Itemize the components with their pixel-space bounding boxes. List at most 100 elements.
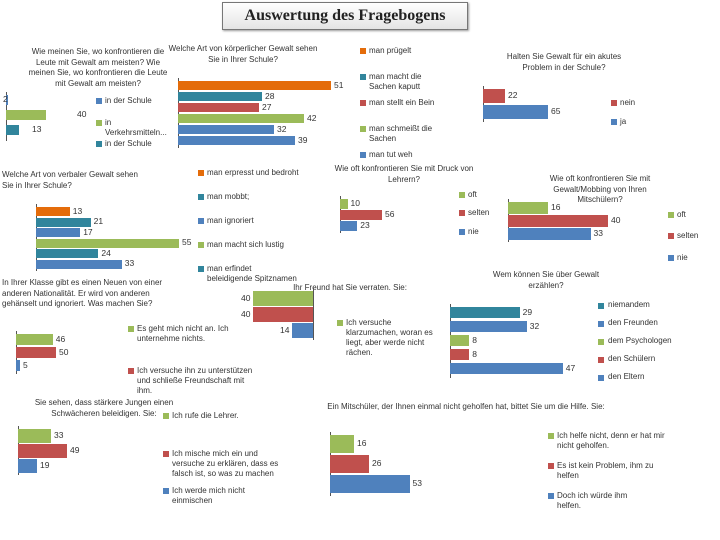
c2-legend-label-1: man macht die Sachen kaputt xyxy=(369,72,422,91)
c5-value-label-2: 23 xyxy=(360,220,370,230)
c2-bar-3 xyxy=(178,114,304,123)
c4-bar-1 xyxy=(36,217,91,227)
c4-value-label-3: 55 xyxy=(182,237,192,247)
c6-legend-swatch-0 xyxy=(668,212,674,218)
c5-bar-1 xyxy=(340,210,382,220)
c1-bar-2 xyxy=(6,125,19,135)
c2-legend-swatch-1 xyxy=(360,74,366,80)
c10-legend-label-1: Ich mische mich ein und versuche zu erkl… xyxy=(172,449,279,478)
c4-legend-label-1: man mobbt; xyxy=(207,192,250,201)
c4-value-label-2: 17 xyxy=(83,226,93,237)
c7-bar-2 xyxy=(16,360,20,371)
c7-legend-label-1: Ich versuche ihn zu unterstützen und sch… xyxy=(137,366,253,395)
c11-legend-label-0: Ich helfe nicht, denn er hat mir nicht g… xyxy=(557,431,665,450)
c4-bar-4 xyxy=(36,249,99,258)
c7-legend-label-0: Es geht mich nicht an. Ich unternehme ni… xyxy=(137,324,229,343)
c11-bar-2 xyxy=(330,475,410,493)
c2-value-label-2: 27 xyxy=(262,101,272,112)
c2-legend-swatch-4 xyxy=(360,152,366,158)
c2-legend-swatch-0 xyxy=(360,48,366,54)
c6-value-label-0: 16 xyxy=(551,202,561,212)
c8-axis xyxy=(313,288,314,340)
c6-legend-label-0: oft xyxy=(677,210,686,219)
c1-legend-swatch-0 xyxy=(96,98,102,104)
c4-value-label-5: 33 xyxy=(124,258,135,268)
c9-value-label-1: 32 xyxy=(529,320,540,331)
c1-legend-label-2: in der Schule xyxy=(105,139,152,148)
c4-legend-label-3: man macht sich lustig xyxy=(207,240,284,249)
c9-bar-0 xyxy=(450,307,520,318)
c2-value-label-3: 42 xyxy=(307,112,317,123)
c4-legend-label-0: man erpresst und bedroht xyxy=(207,168,299,177)
c9-question: Wem können Sie über Gewalt erzählen? xyxy=(492,270,600,290)
c3-bar-0 xyxy=(483,89,505,103)
c5-legend-label-1: selten xyxy=(468,208,490,217)
c2-axis xyxy=(178,78,179,148)
c9-legend-label-0: niemandem xyxy=(608,300,650,309)
c5-legend-swatch-1 xyxy=(459,210,465,216)
c9-value-label-4: 47 xyxy=(565,362,576,373)
c7-value-label-1: 50 xyxy=(59,346,69,357)
c3-value-label-0: 22 xyxy=(508,90,518,100)
c4-legend-swatch-2 xyxy=(198,218,204,224)
c2-legend-label-3: man schmeißt die Sachen xyxy=(369,124,433,143)
c4-legend-swatch-0 xyxy=(198,170,204,176)
c7-value-label-0: 46 xyxy=(55,333,66,344)
c6-bar-2 xyxy=(508,228,591,240)
c1-legend-swatch-1 xyxy=(96,120,102,126)
c9-value-label-0: 29 xyxy=(522,306,533,317)
c7-value-label-2: 5 xyxy=(23,359,28,370)
c1-value-label-0: 2 xyxy=(3,94,8,104)
c11-legend-swatch-0 xyxy=(548,433,554,439)
c5-legend-swatch-0 xyxy=(459,192,465,198)
c1-value-label-2: 13 xyxy=(32,124,42,134)
c9-legend-label-1: den Freunden xyxy=(608,318,658,327)
page-title: Auswertung des Fragebogens xyxy=(222,2,468,30)
c8-value-label-0: 40 xyxy=(241,292,251,303)
c9-bar-3 xyxy=(450,349,470,360)
c11-legend-swatch-1 xyxy=(548,463,554,469)
c5-value-label-0: 10 xyxy=(350,198,360,208)
c9-legend: niemandem den Freunden dem Psychologen d… xyxy=(598,300,708,384)
c10-legend-label-0: Ich rufe die Lehrer. xyxy=(172,411,239,420)
c6-bar-1 xyxy=(508,215,608,227)
c9-legend-swatch-3 xyxy=(598,357,604,363)
c9-legend-swatch-4 xyxy=(598,375,604,381)
c10-legend-swatch-2 xyxy=(163,488,169,494)
c9-legend-label-2: dem Psychologen xyxy=(608,336,672,345)
c4-bar-0 xyxy=(36,207,70,216)
c3-legend-label-0: nein xyxy=(620,98,636,107)
c6-value-label-2: 33 xyxy=(593,228,603,238)
c4-value-label-1: 21 xyxy=(93,216,104,226)
c2-bar-0 xyxy=(178,81,331,90)
c2-value-label-5: 39 xyxy=(298,134,308,145)
c3-question: Halten Sie Gewalt für ein akutes Problem… xyxy=(506,52,622,72)
c3-legend-label-1: ja xyxy=(620,117,627,126)
c4-legend-swatch-4 xyxy=(198,266,204,272)
c5-legend-label-0: oft xyxy=(468,190,477,199)
c6-legend-swatch-2 xyxy=(668,255,674,261)
c11-value-label-1: 26 xyxy=(372,458,382,468)
c4-legend: man erpresst und bedroht man mobbt; man … xyxy=(198,168,318,288)
c6-legend-label-2: nie xyxy=(677,253,688,262)
c10-legend-swatch-1 xyxy=(163,451,169,457)
c3-axis xyxy=(483,86,484,122)
c10-bar-1 xyxy=(18,444,67,458)
c11-question: Ein Mitschüler, der Ihnen einmal nicht g… xyxy=(327,402,605,411)
c1-value-label-1: 40 xyxy=(77,109,87,119)
c9-legend-label-3: den Schülern xyxy=(608,354,656,363)
c10-bar-0 xyxy=(18,429,51,443)
c10-legend-label-2: Ich werde mich nicht einmischen xyxy=(172,486,245,505)
c11-legend-label-1: Es ist kein Problem, ihm zu helfen xyxy=(557,461,654,480)
c9-bar-2 xyxy=(450,335,470,346)
c9-value-label-3: 8 xyxy=(472,348,477,359)
c10-value-label-1: 49 xyxy=(70,445,80,455)
c11-legend-label-2: Doch ich würde ihm helfen. xyxy=(557,491,628,510)
c8-question: Ihr Freund hat Sie verraten. Sie: xyxy=(293,283,407,292)
c7-legend-swatch-0 xyxy=(128,326,134,332)
c2-legend-label-0: man prügelt xyxy=(369,46,412,55)
c4-bar-5 xyxy=(36,259,122,269)
c10-legend-swatch-0 xyxy=(163,413,169,419)
c8-value-label-1: 40 xyxy=(241,308,251,319)
c5-legend-swatch-2 xyxy=(459,229,465,235)
